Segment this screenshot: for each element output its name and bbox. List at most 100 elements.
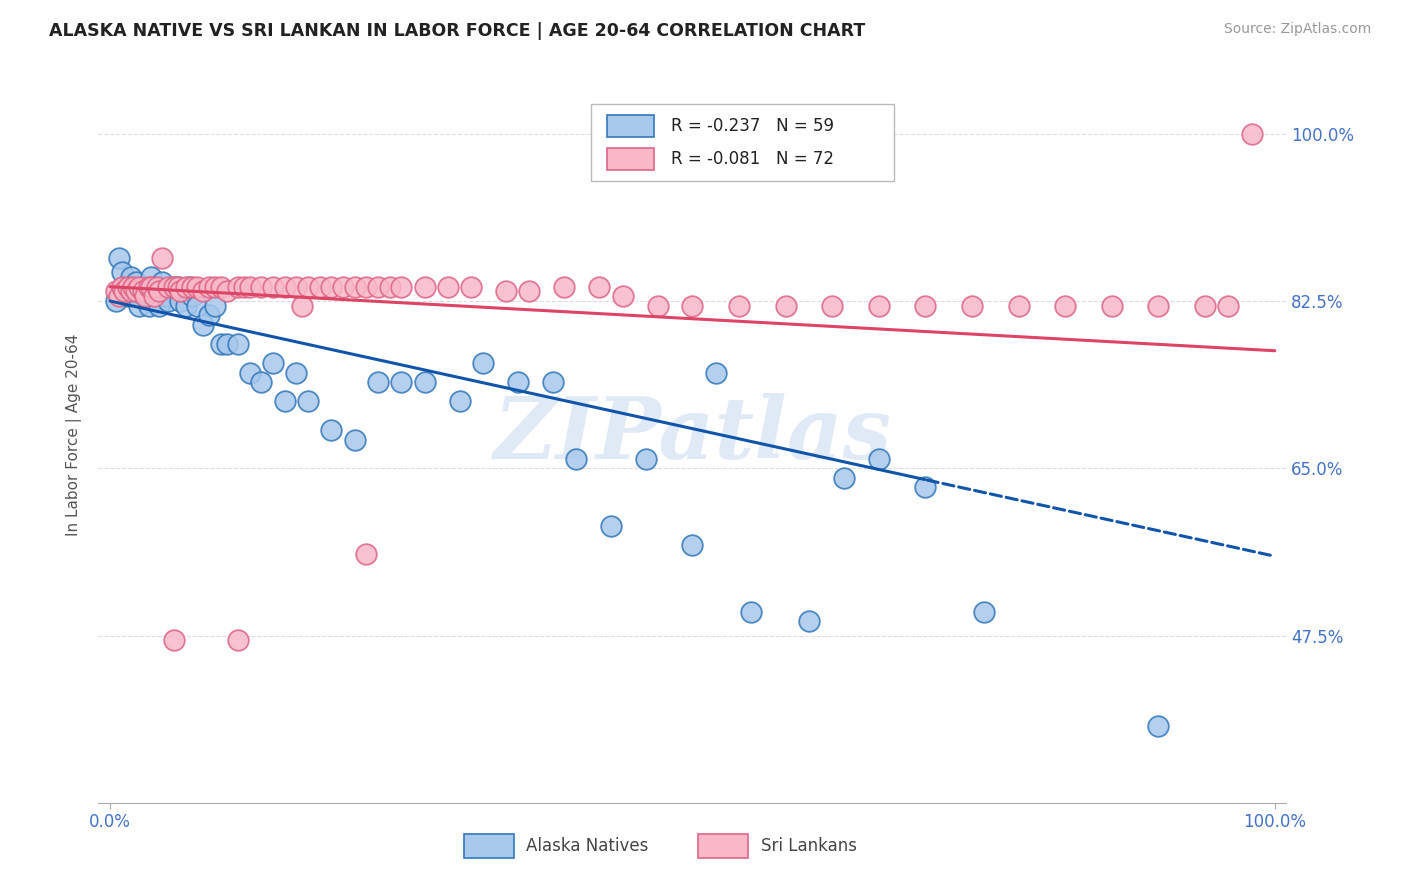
FancyBboxPatch shape: [607, 115, 654, 136]
Point: [112, 279, 135, 293]
Point: [704, 366, 727, 380]
Point: [169, 285, 191, 299]
Point: [553, 279, 575, 293]
Point: [204, 279, 226, 293]
Point: [682, 299, 704, 313]
Point: [128, 299, 150, 313]
Point: [821, 299, 844, 313]
Point: [122, 279, 145, 293]
Point: [728, 299, 751, 313]
Point: [104, 285, 127, 299]
Point: [143, 293, 166, 308]
Point: [914, 480, 936, 494]
Point: [250, 376, 273, 390]
Point: [297, 279, 319, 293]
Point: [250, 279, 273, 293]
Point: [832, 471, 855, 485]
Point: [868, 299, 890, 313]
Point: [1007, 299, 1029, 313]
Point: [152, 275, 174, 289]
Point: [215, 337, 238, 351]
Point: [378, 279, 401, 293]
Point: [914, 299, 936, 313]
Point: [179, 279, 201, 293]
Point: [198, 309, 221, 323]
Point: [506, 376, 529, 390]
Point: [308, 279, 330, 293]
Point: [740, 605, 762, 619]
Point: [437, 279, 460, 293]
Point: [449, 394, 471, 409]
Point: [868, 451, 890, 466]
Point: [389, 376, 412, 390]
Point: [343, 279, 366, 293]
Point: [321, 279, 343, 293]
Point: [285, 279, 308, 293]
Point: [122, 285, 145, 299]
FancyBboxPatch shape: [607, 148, 654, 170]
Point: [239, 366, 262, 380]
Point: [120, 285, 142, 299]
Point: [356, 279, 378, 293]
Point: [148, 299, 170, 313]
Y-axis label: In Labor Force | Age 20-64: In Labor Force | Age 20-64: [66, 334, 82, 536]
Point: [343, 433, 366, 447]
Point: [612, 289, 634, 303]
Text: R = -0.237   N = 59: R = -0.237 N = 59: [671, 117, 834, 135]
Point: [125, 275, 148, 289]
Point: [291, 299, 314, 313]
Point: [297, 394, 319, 409]
Text: Sri Lankans: Sri Lankans: [762, 838, 858, 855]
Point: [226, 633, 249, 648]
Point: [145, 279, 167, 293]
Point: [519, 285, 541, 299]
Point: [117, 289, 139, 303]
Point: [157, 293, 180, 308]
Point: [180, 289, 202, 303]
Point: [108, 289, 131, 303]
Point: [226, 337, 249, 351]
Point: [111, 265, 134, 279]
Point: [134, 289, 156, 303]
Point: [117, 279, 139, 293]
Point: [186, 299, 208, 313]
Point: [166, 279, 188, 293]
Point: [471, 356, 494, 370]
Point: [131, 279, 153, 293]
Point: [180, 279, 202, 293]
Point: [588, 279, 610, 293]
Point: [186, 279, 208, 293]
Text: R = -0.081   N = 72: R = -0.081 N = 72: [671, 150, 834, 168]
Point: [209, 337, 232, 351]
Point: [367, 279, 389, 293]
Point: [120, 270, 142, 285]
Text: Source: ZipAtlas.com: Source: ZipAtlas.com: [1223, 22, 1371, 37]
Text: Alaska Natives: Alaska Natives: [526, 838, 648, 855]
Point: [413, 279, 436, 293]
Point: [1054, 299, 1077, 313]
Point: [960, 299, 983, 313]
Point: [163, 279, 186, 293]
Point: [389, 279, 412, 293]
Point: [139, 279, 162, 293]
Point: [108, 251, 131, 265]
Point: [600, 518, 623, 533]
Text: ZIPatlas: ZIPatlas: [494, 393, 891, 476]
Point: [1240, 127, 1263, 141]
Point: [1147, 719, 1170, 733]
Point: [1194, 299, 1216, 313]
Point: [193, 318, 215, 332]
Point: [139, 270, 162, 285]
Point: [145, 285, 167, 299]
Text: ALASKA NATIVE VS SRI LANKAN IN LABOR FORCE | AGE 20-64 CORRELATION CHART: ALASKA NATIVE VS SRI LANKAN IN LABOR FOR…: [49, 22, 866, 40]
FancyBboxPatch shape: [592, 103, 894, 181]
Point: [682, 538, 704, 552]
Point: [143, 289, 166, 303]
Point: [163, 633, 186, 648]
Point: [321, 423, 343, 437]
Point: [215, 285, 238, 299]
Point: [138, 279, 160, 293]
Point: [565, 451, 588, 466]
Point: [163, 279, 186, 293]
Point: [233, 279, 256, 293]
